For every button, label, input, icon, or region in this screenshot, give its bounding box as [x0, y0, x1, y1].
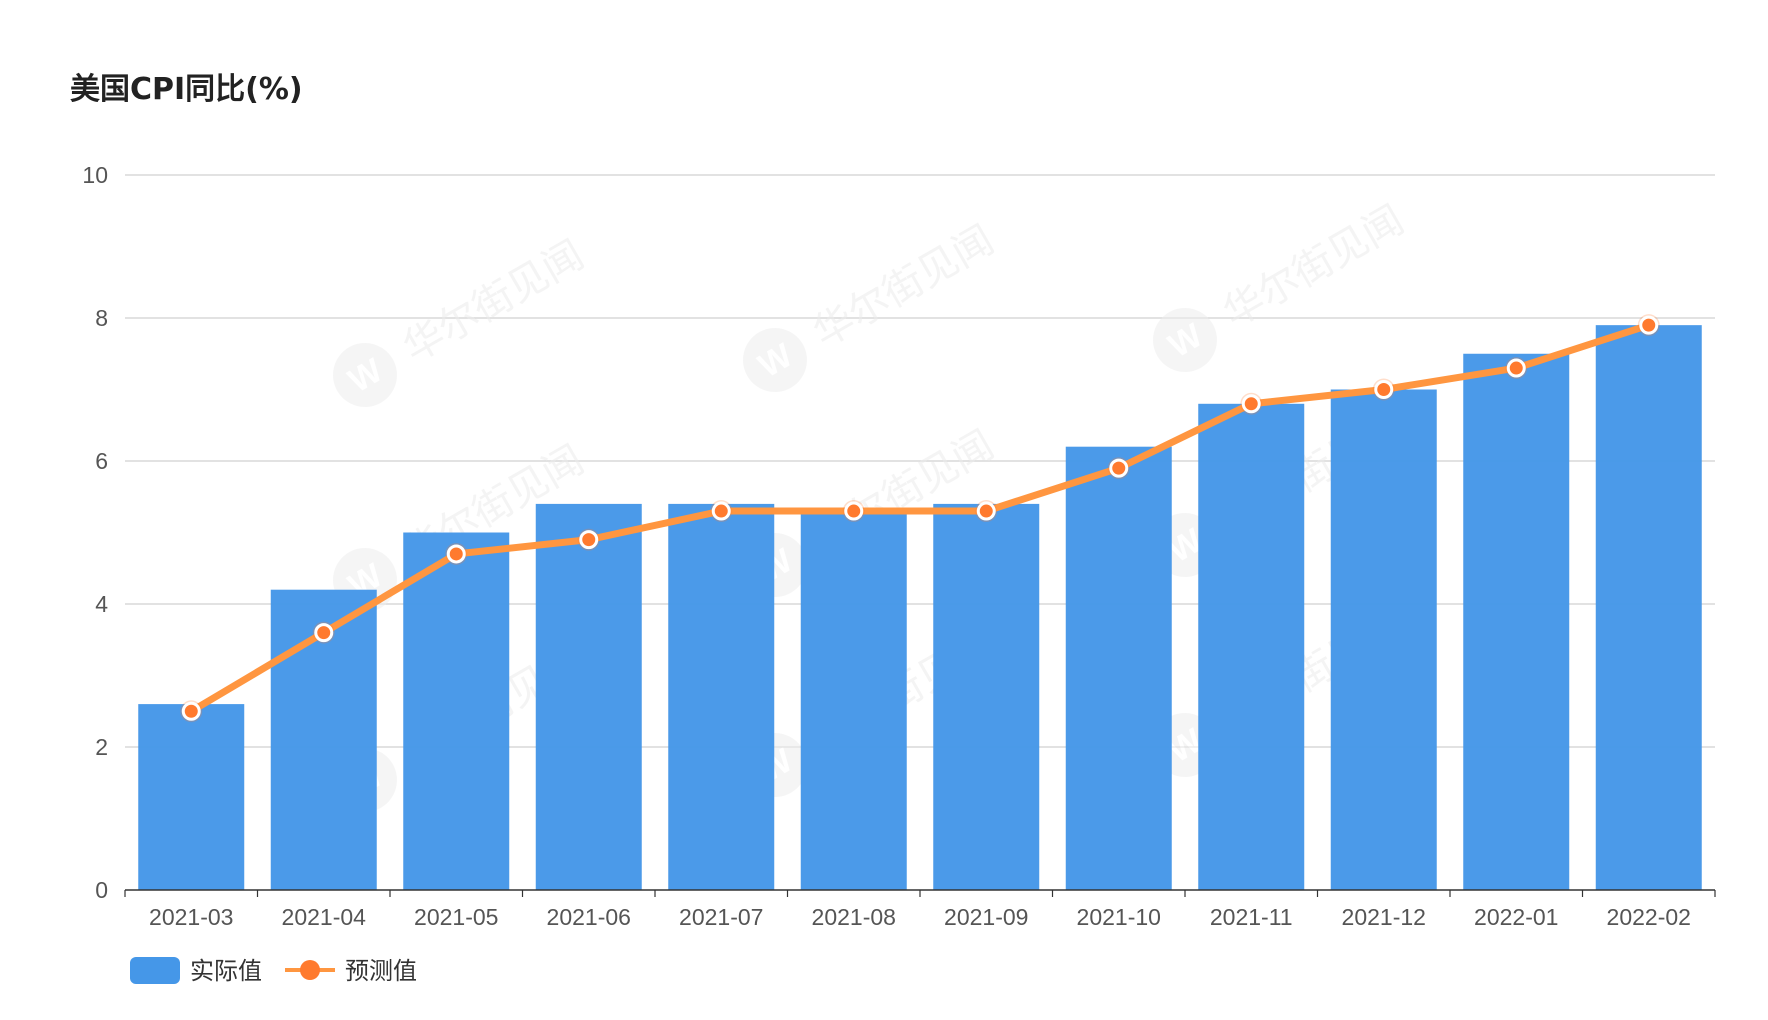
x-tick-label: 2021-04	[282, 904, 367, 930]
legend-swatch-point	[300, 960, 320, 980]
forecast-point[interactable]	[181, 701, 201, 721]
y-tick-label: 6	[95, 448, 108, 474]
forecast-point[interactable]	[844, 501, 864, 521]
forecast-point[interactable]	[446, 544, 466, 564]
bar[interactable]	[800, 511, 907, 890]
forecast-line	[187, 321, 1653, 715]
watermark-text: 华尔街见闻	[806, 218, 1001, 356]
axis-layer: 0 2 4 6 8 10 2021-03 2021-04 2021-05 2021-06 2021-…	[82, 162, 1716, 930]
x-tick-label: 2021-03	[149, 904, 233, 930]
y-tick-label: 8	[95, 305, 108, 331]
forecast-point[interactable]	[976, 501, 996, 521]
watermark-circle	[1153, 308, 1217, 372]
bar[interactable]	[1065, 446, 1172, 890]
legend-label-bar: 实际值	[190, 958, 262, 985]
bar[interactable]	[535, 503, 642, 890]
bar[interactable]	[1595, 325, 1702, 890]
x-tick-label: 2022-02	[1607, 904, 1691, 930]
legend-label-line: 预测值	[345, 958, 417, 985]
legend-item-bar[interactable]: 实际值	[130, 957, 262, 985]
forecast-point[interactable]	[314, 623, 334, 643]
watermark-circle	[333, 343, 397, 407]
forecast-point[interactable]	[711, 501, 731, 521]
x-tick-label: 2021-07	[679, 904, 763, 930]
x-tick-label: 2021-08	[812, 904, 896, 930]
forecast-point[interactable]	[1639, 315, 1659, 335]
x-tick-label: 2021-05	[414, 904, 498, 930]
x-tick-label: 2021-06	[547, 904, 631, 930]
grid-layer	[125, 174, 1715, 748]
x-tick-label: 2021-11	[1210, 904, 1293, 930]
x-tick-label: 2021-09	[944, 904, 1028, 930]
y-tick-label: 4	[95, 591, 108, 617]
forecast-point[interactable]	[1506, 358, 1526, 378]
bar[interactable]	[138, 704, 245, 890]
watermark-text: 华尔街见闻	[1216, 198, 1411, 336]
y-tick-label: 2	[95, 734, 108, 760]
legend[interactable]: 实际值 预测值	[130, 957, 417, 985]
x-tick-label: 2021-10	[1077, 904, 1161, 930]
bar-layer	[138, 325, 1702, 890]
forecast-point[interactable]	[1374, 380, 1394, 399]
watermark-circle	[743, 328, 807, 392]
bar[interactable]	[1463, 353, 1570, 890]
bar[interactable]	[403, 532, 510, 891]
chart-title: 美国CPI同比(%)	[70, 72, 303, 107]
x-tick-label: 2022-01	[1474, 904, 1558, 930]
bar[interactable]	[1330, 389, 1437, 891]
legend-item-line[interactable]: 预测值	[285, 958, 417, 985]
y-tick-label: 0	[95, 877, 108, 903]
watermark-text: 华尔街见闻	[396, 233, 591, 371]
forecast-point[interactable]	[1109, 458, 1129, 478]
y-tick-label: 10	[82, 162, 108, 188]
bar[interactable]	[1198, 403, 1305, 890]
line-layer	[180, 314, 1660, 723]
bar[interactable]	[668, 503, 775, 890]
forecast-point[interactable]	[579, 530, 599, 550]
x-tick-label: 2021-12	[1342, 904, 1426, 930]
forecast-point[interactable]	[1241, 394, 1261, 414]
legend-swatch-bar	[130, 957, 180, 984]
bar[interactable]	[933, 503, 1040, 890]
